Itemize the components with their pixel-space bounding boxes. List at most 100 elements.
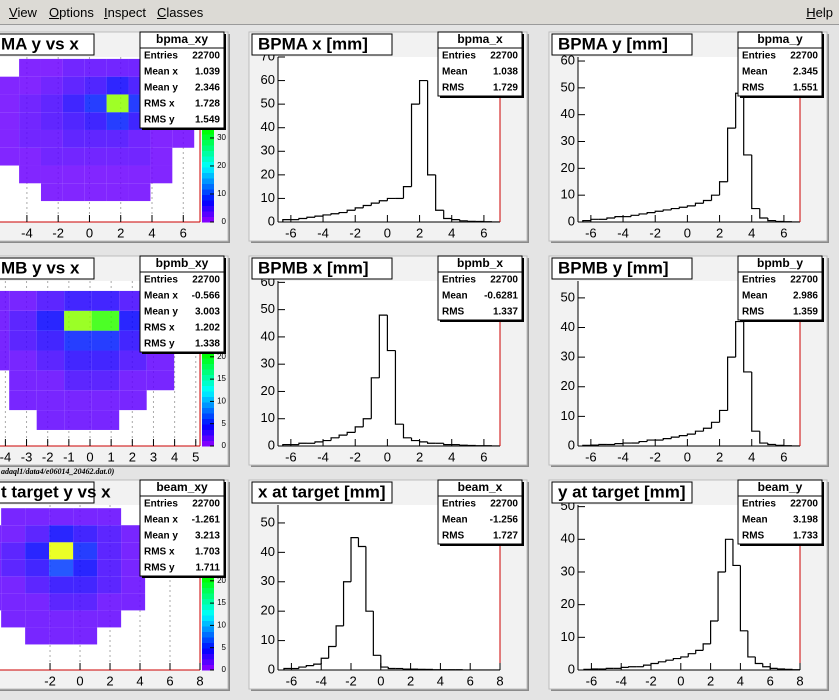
y-tick-label: 20 xyxy=(561,378,575,393)
x-tick-label: -3 xyxy=(21,449,33,464)
heat-cell xyxy=(62,183,85,202)
menu-item[interactable]: View xyxy=(9,5,37,20)
hist-bin xyxy=(614,443,624,445)
stats-label: Mean y xyxy=(144,531,178,542)
hist-bin xyxy=(747,630,756,658)
x-tick-label: -2 xyxy=(52,225,64,240)
hist-bin xyxy=(754,656,763,665)
heat-cell xyxy=(0,94,20,113)
heat-cell xyxy=(19,112,41,130)
heat-cell xyxy=(97,576,122,594)
pad: 0 10 20 30 -4 -2 0 2 4 6 MA y vs x bpma_xy Entries 22… xyxy=(0,31,230,243)
heat-cell xyxy=(1,559,26,577)
heat-cell xyxy=(150,147,173,166)
stats-label: RMS y xyxy=(144,339,175,350)
title-box xyxy=(0,481,95,504)
heat-cell xyxy=(19,94,41,113)
hist-bin xyxy=(767,443,776,446)
heat-cell xyxy=(40,112,63,130)
x-tick-label: 8 xyxy=(796,673,803,688)
y-tick-label: 10 xyxy=(561,629,575,644)
heat-cell xyxy=(0,576,2,594)
stats-value: -1.256 xyxy=(490,515,519,526)
stats-value: 1.202 xyxy=(195,323,220,334)
heat-cell xyxy=(40,94,63,113)
palette-step xyxy=(202,593,214,599)
palette-step xyxy=(202,631,214,638)
heat-cell xyxy=(106,76,129,95)
heat-cell xyxy=(97,508,122,526)
hist-bin xyxy=(702,199,712,204)
palette-tick-label: 20 xyxy=(217,576,226,585)
heat-cell xyxy=(40,129,63,148)
palette-tick-label: 10 xyxy=(217,621,226,630)
heat-cell xyxy=(1,508,26,526)
heat-cell xyxy=(40,183,63,202)
heat-cell xyxy=(0,593,2,611)
hist-bin xyxy=(314,441,324,444)
heat-cell xyxy=(119,370,147,391)
y-tick-label: 0 xyxy=(568,213,575,228)
stats-label: Mean x xyxy=(144,67,178,78)
hist-bin xyxy=(338,434,348,438)
pad-title: y at target [mm] xyxy=(558,482,686,501)
palette-step xyxy=(202,424,214,430)
x-tick-label: 2 xyxy=(416,449,423,464)
stats-value: 1.549 xyxy=(195,115,220,126)
heat-cell xyxy=(1,610,26,628)
heat-cell xyxy=(1,593,26,611)
hist-bin xyxy=(342,581,352,626)
stats-value: 1.733 xyxy=(793,531,818,542)
heat-cell xyxy=(97,593,122,611)
heat-cell xyxy=(49,542,74,560)
stats-value: 22700 xyxy=(192,51,220,62)
stats-value: 1.338 xyxy=(195,339,220,350)
y-tick-label: 50 xyxy=(561,289,575,304)
title-box xyxy=(0,257,95,280)
stats-value: 22700 xyxy=(490,275,518,286)
hist-bin xyxy=(328,645,337,659)
heat-cell xyxy=(62,147,85,166)
x-tick-label: 2 xyxy=(407,673,414,688)
stats-label: Entries xyxy=(742,275,776,286)
x-tick-label: 6 xyxy=(767,673,774,688)
palette-step xyxy=(202,134,214,140)
stats-value: 22700 xyxy=(192,275,220,286)
hist-bin xyxy=(622,442,632,444)
heat-cell xyxy=(64,390,92,411)
heat-cell xyxy=(36,330,65,351)
stats-box xyxy=(437,255,523,321)
x-tick-label: 0 xyxy=(677,673,684,688)
heat-cell xyxy=(0,290,10,311)
palette-step xyxy=(202,194,214,201)
menu-item[interactable]: Classes xyxy=(157,5,204,20)
heat-cell xyxy=(25,525,50,543)
stats-label: Mean y xyxy=(144,307,178,318)
heat-cell xyxy=(91,310,120,331)
x-tick-label: 4 xyxy=(448,225,455,240)
x-tick-label: -4 xyxy=(21,225,33,240)
x-tick-label: 6 xyxy=(780,449,787,464)
menu-item[interactable]: Inspect xyxy=(104,5,146,20)
hist-bin xyxy=(777,668,786,670)
palette-step xyxy=(202,620,214,627)
stats-value: 22700 xyxy=(790,51,818,62)
hist-bin xyxy=(313,663,322,666)
x-tick-label: -6 xyxy=(586,673,598,688)
heat-cell xyxy=(106,94,129,113)
y-tick-label: 30 xyxy=(561,349,575,364)
y-tick-label: 40 xyxy=(261,544,275,559)
palette-step xyxy=(202,139,214,146)
hist-bin xyxy=(330,213,340,215)
stats-label: Entries xyxy=(442,275,476,286)
heat-cell xyxy=(49,508,74,526)
heat-cell xyxy=(62,165,85,184)
hist-bin xyxy=(751,154,760,210)
menu-item[interactable]: Options xyxy=(49,5,94,20)
stats-label: Entries xyxy=(442,51,476,62)
palette-step xyxy=(202,178,214,184)
menu-item[interactable]: Help xyxy=(806,5,833,20)
hist-bin xyxy=(718,409,728,423)
